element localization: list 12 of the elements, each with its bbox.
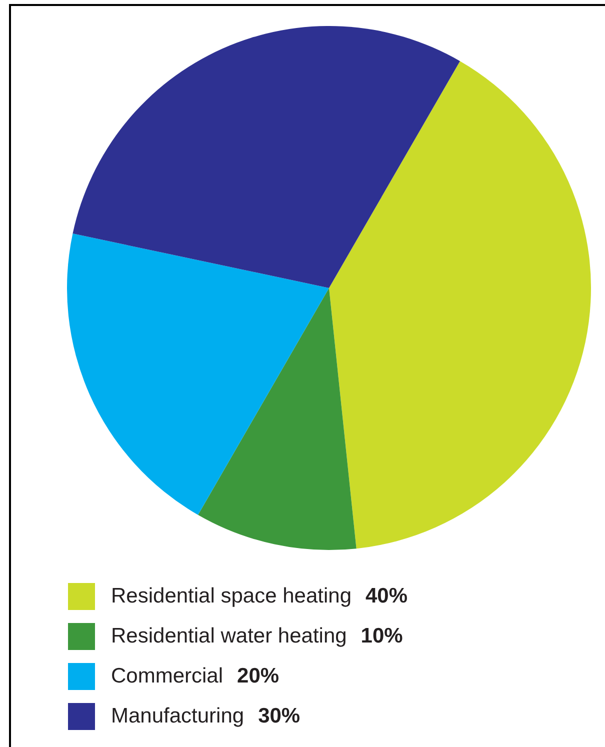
- data-label: 40%: [365, 584, 408, 608]
- pie-slice: [72, 26, 460, 288]
- legend-label: Commercial: [111, 664, 224, 688]
- pie-slice: [198, 288, 356, 550]
- data-label: 20%: [237, 664, 280, 688]
- data-label: 30%: [258, 704, 300, 728]
- legend-label: Residential water heating: [111, 624, 347, 648]
- pie-slice: [329, 61, 591, 549]
- pie-slice: [67, 234, 329, 515]
- data-label: 10%: [360, 624, 404, 648]
- legend-label: Manufacturing: [111, 704, 244, 728]
- legend-label: Residential space heating: [111, 584, 352, 608]
